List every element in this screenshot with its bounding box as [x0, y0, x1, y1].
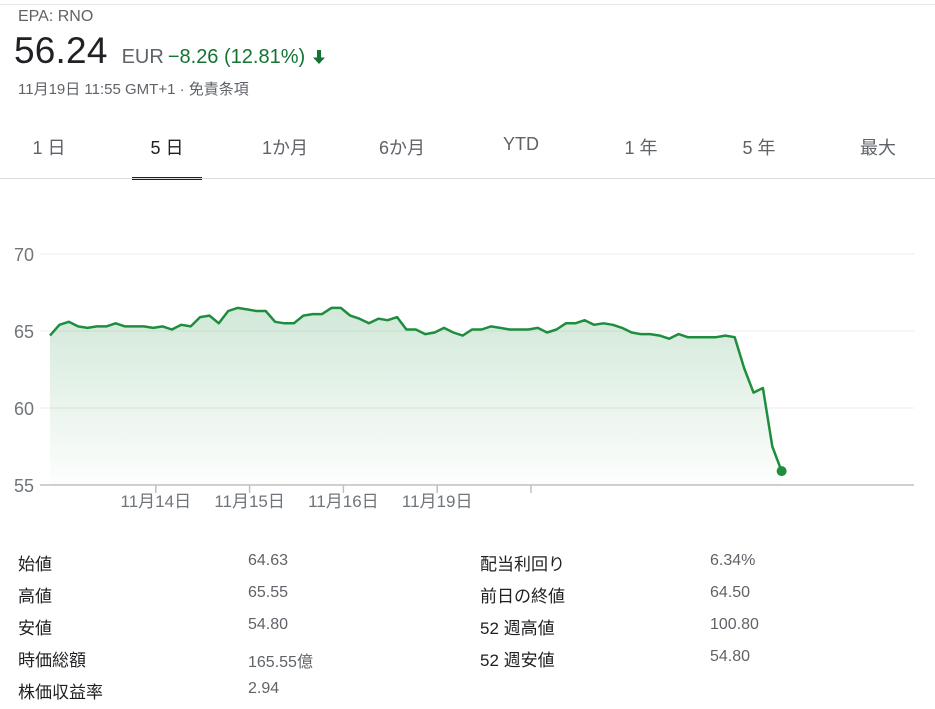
stat-prevclose-label: 前日の終値: [480, 587, 565, 606]
stat-open-label: 始値: [18, 555, 52, 574]
stat-high-label: 高値: [18, 587, 52, 606]
tab-max[interactable]: 最大: [860, 138, 896, 158]
tab-1-month[interactable]: 1か月: [261, 138, 308, 158]
stat-52w-high-value: 100.80: [710, 616, 759, 633]
stat-low-label: 安値: [18, 619, 52, 638]
y-tick-label: 70: [14, 245, 34, 265]
price-change: −8.26 (12.81%): [167, 46, 306, 68]
price-area: [50, 307, 782, 485]
meta-separator: ·: [179, 81, 185, 98]
arrow-down-icon: [311, 49, 327, 65]
tab-5-year[interactable]: 5 年: [742, 138, 776, 158]
disclaimer-link[interactable]: 免責条項: [188, 81, 249, 98]
currency-code: EUR: [121, 46, 164, 68]
ticker-symbol: EPA: RNO: [18, 8, 94, 25]
stat-pe-value: 2.94: [248, 680, 280, 697]
tab-1-year[interactable]: 1 年: [624, 138, 658, 158]
quote-meta: 11月19日 11:55 GMT+1 · 免責条項: [18, 78, 249, 99]
price-line: [49, 306, 783, 472]
stat-dividend-label: 配当利回り: [480, 555, 565, 574]
tab-6-month[interactable]: 6か月: [378, 138, 425, 158]
stat-low-value: 54.80: [248, 616, 289, 633]
stat-52w-high-label: 52 週高値: [480, 619, 555, 638]
tab-ytd[interactable]: YTD: [503, 134, 539, 154]
stat-mktcap-value: 165.55億: [248, 654, 313, 671]
price-row: 56.24 EUR −8.26 (12.81%): [14, 30, 327, 72]
y-tick-label: 60: [14, 399, 34, 419]
tabs-divider: [0, 178, 935, 179]
x-tick-label: 11月19日: [402, 492, 473, 511]
x-tick-label: 11月16日: [308, 492, 379, 511]
y-tick-label: 65: [14, 322, 34, 342]
stat-pe-label: 株価収益率: [18, 683, 103, 702]
stat-mktcap-label: 時価総額: [18, 651, 86, 670]
stat-open-value: 64.63: [248, 552, 289, 569]
stat-prevclose-value: 64.50: [710, 584, 751, 601]
stat-high-value: 65.55: [248, 584, 289, 601]
x-tick-label: 11月14日: [121, 492, 192, 511]
range-tabs: 1 日 5 日 1か月 6か月 YTD 1 年 5 年 最大: [0, 118, 935, 180]
x-tick-label: 11月15日: [214, 492, 285, 511]
quote-timestamp: 11月19日 11:55 GMT+1: [18, 81, 176, 98]
last-price-marker: [776, 466, 787, 477]
stat-dividend-value: 6.34%: [710, 552, 756, 569]
current-price: 56.24: [14, 30, 108, 71]
stat-52w-low-label: 52 週安値: [480, 651, 555, 670]
stat-52w-low-value: 54.80: [710, 648, 751, 665]
tab-1-day[interactable]: 1 日: [32, 138, 66, 158]
tab-5-day[interactable]: 5 日: [132, 118, 202, 180]
price-chart[interactable]: 70 65 60 55 11月14日 11月15日 11月16日 11月19日: [0, 180, 935, 520]
top-divider: [0, 4, 935, 5]
y-tick-label: 55: [14, 476, 34, 496]
